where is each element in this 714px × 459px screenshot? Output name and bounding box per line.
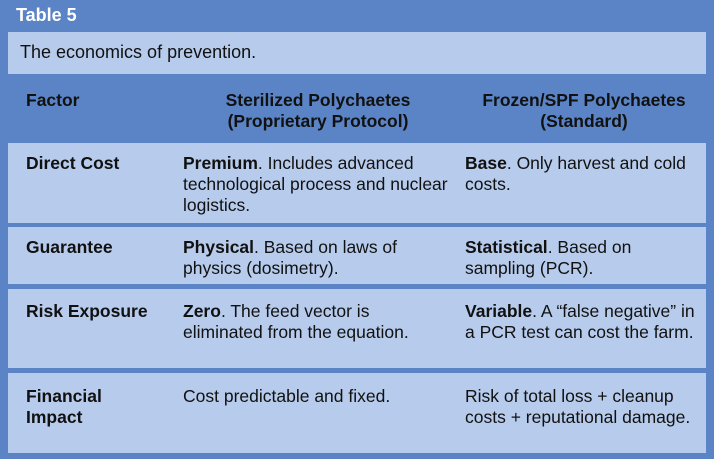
cell-bold-term: Zero [183,301,221,321]
cell-bold-term: Statistical [465,237,548,257]
row-frozen-cell: Risk of total loss + cleanup costs + rep… [465,386,691,427]
header-frozen-line2: (Standard) [540,111,628,131]
row-frozen-cell: Variable. A “false negative” in a PCR te… [465,301,703,343]
table-header-row: Factor Sterilized Polychaetes (Proprieta… [8,80,706,140]
row-sterilized-cell: Physical. Based on laws of physics (dosi… [183,237,453,279]
table-row-financial-impact: Financial Impact Cost predictable and fi… [8,373,706,453]
cell-bold-term: Premium [183,153,258,173]
header-frozen-line1: Frozen/SPF Polychaetes [482,90,686,110]
row-factor: Risk Exposure [26,301,148,321]
row-sterilized-cell: Zero. The feed vector is eliminated from… [183,301,453,343]
row-sterilized-cell: Premium. Includes advanced technological… [183,153,453,216]
cell-description: . Based on sampling (PCR). [465,237,632,278]
header-frozen: Frozen/SPF Polychaetes (Standard) [465,90,703,132]
table-row-risk-exposure: Risk Exposure Zero. The feed vector is e… [8,289,706,368]
header-factor: Factor [26,90,80,110]
row-factor: Financial Impact [26,386,176,428]
cell-bold-term: Variable [465,301,533,321]
cell-description: . Includes advanced technological proces… [183,153,448,215]
table-caption: The economics of prevention. [20,42,257,62]
cell-bold-term: Physical [183,237,255,257]
cell-description: . The feed vector is eliminated from the… [183,301,409,342]
row-frozen-cell: Base. Only harvest and cold costs. [465,153,703,195]
row-factor-line1: Financial [26,386,102,406]
cell-description: . A “false negative” in a PCR test can c… [465,301,695,342]
table-caption-row: The economics of prevention. [8,32,706,74]
table-row-direct-cost: Direct Cost Premium. Includes advanced t… [8,143,706,223]
cell-bold-term: Base [465,153,507,173]
header-sterilized: Sterilized Polychaetes (Proprietary Prot… [183,90,453,132]
row-factor: Direct Cost [26,153,120,173]
header-sterilized-line2: (Proprietary Protocol) [227,111,409,131]
row-sterilized-cell: Cost predictable and fixed. [183,386,391,406]
header-sterilized-line1: Sterilized Polychaetes [225,90,411,110]
row-factor: Guarantee [26,237,113,257]
cell-description: . Only harvest and cold costs. [465,153,686,194]
row-frozen-cell: Statistical. Based on sampling (PCR). [465,237,703,279]
table-row-guarantee: Guarantee Physical. Based on laws of phy… [8,227,706,284]
cell-description: . Based on laws of physics (dosimetry). [183,237,398,278]
table-label: Table 5 [16,5,77,25]
row-factor-line2: Impact [26,407,83,427]
